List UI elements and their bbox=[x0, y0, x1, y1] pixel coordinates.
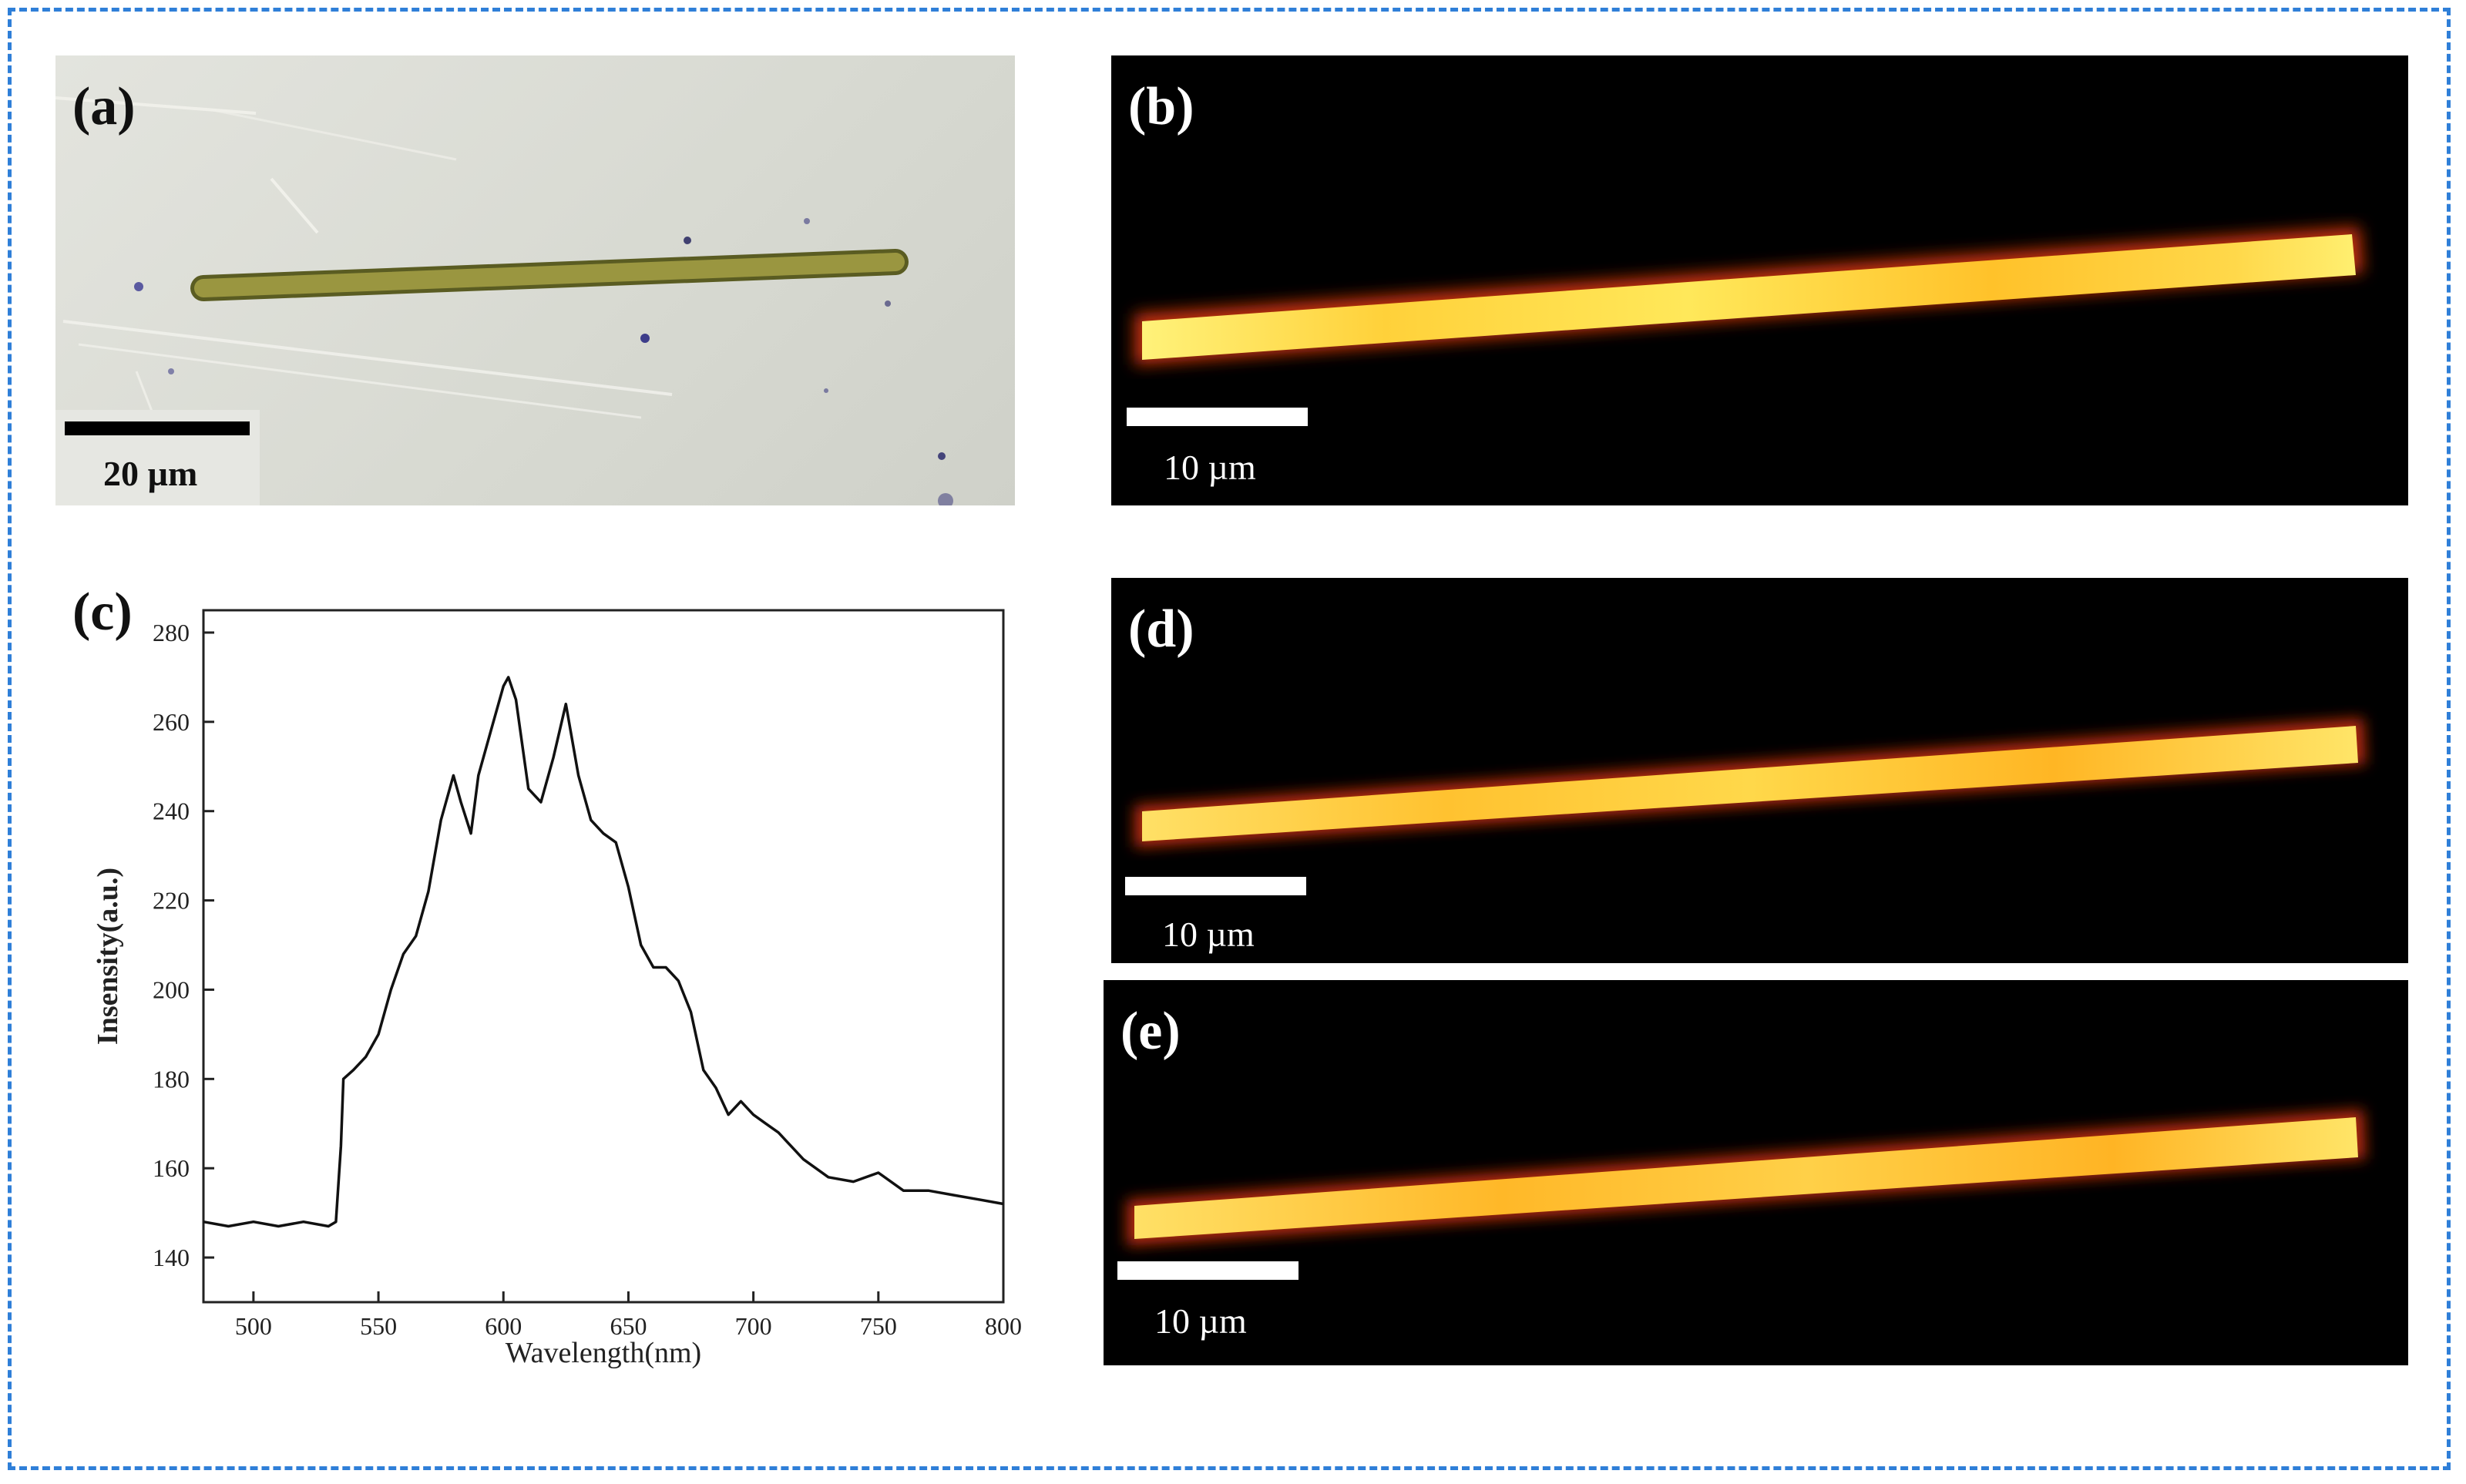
scratch-line bbox=[55, 96, 257, 115]
scratch-line bbox=[62, 320, 673, 396]
glow-core bbox=[1134, 1117, 2358, 1239]
y-tick-label: 240 bbox=[153, 797, 190, 825]
scale-label: 20 µm bbox=[103, 454, 198, 493]
panel-a-microscope-image: 20 µm (a) bbox=[55, 55, 1015, 505]
scratch-line bbox=[270, 177, 319, 234]
y-tick-label: 280 bbox=[153, 619, 190, 646]
x-tick-label: 550 bbox=[360, 1312, 397, 1340]
x-tick-label: 750 bbox=[860, 1312, 897, 1340]
speck bbox=[824, 388, 828, 393]
emission-rod bbox=[1134, 227, 2364, 365]
emission-rod bbox=[1127, 1110, 2366, 1246]
speck bbox=[640, 334, 650, 343]
speck bbox=[684, 237, 691, 244]
scratch-line bbox=[78, 343, 642, 419]
figure-frame bbox=[8, 8, 2451, 1470]
panel-label: (e) bbox=[1120, 1002, 1181, 1061]
scale-bar bbox=[1117, 1261, 1299, 1280]
panel-label: (d) bbox=[1128, 599, 1194, 659]
spectrum-line bbox=[203, 676, 1004, 1228]
speck bbox=[938, 493, 953, 505]
scale-bar bbox=[65, 421, 250, 435]
speck bbox=[168, 368, 174, 374]
microscope-scene bbox=[55, 96, 953, 505]
y-tick-label: 180 bbox=[153, 1065, 190, 1093]
microrod-body bbox=[194, 253, 905, 297]
y-tick-label: 140 bbox=[153, 1244, 190, 1271]
glow-core bbox=[1142, 234, 2356, 360]
plot-frame bbox=[202, 609, 1005, 1304]
y-tick-label: 220 bbox=[153, 887, 190, 915]
x-axis-label: Wavelength(nm) bbox=[506, 1337, 701, 1369]
panel-e-emission-image: 10 µm (e) bbox=[1104, 980, 2408, 1365]
x-tick-label: 800 bbox=[985, 1312, 1022, 1340]
x-tick-label: 650 bbox=[610, 1312, 647, 1340]
panel-c-spectrum-chart: (c) 500 550 600 650 700 750 800 140 160 180 200 220… bbox=[55, 570, 1050, 1387]
speck bbox=[134, 282, 143, 291]
scale-bar bbox=[1125, 877, 1306, 895]
glow-core bbox=[1142, 726, 2358, 841]
x-tick-label: 700 bbox=[735, 1312, 772, 1340]
scale-label: 10 µm bbox=[1162, 915, 1255, 954]
panel-label: (b) bbox=[1128, 77, 1194, 136]
x-tick-label: 500 bbox=[235, 1312, 272, 1340]
y-tick-label: 160 bbox=[153, 1154, 190, 1182]
scale-label: 10 µm bbox=[1154, 1301, 1247, 1341]
emission-rod bbox=[1134, 718, 2366, 848]
panel-b-emission-image: 10 µm (b) bbox=[1111, 55, 2408, 505]
y-tick-label: 260 bbox=[153, 708, 190, 736]
spectrum-plot: 500 550 600 650 700 750 800 140 160 180 200 220 240 2… bbox=[92, 609, 1022, 1369]
y-axis-label: Insensity(a.u.) bbox=[92, 868, 124, 1045]
scale-bar bbox=[1127, 408, 1308, 426]
speck bbox=[938, 452, 946, 460]
speck bbox=[804, 218, 810, 224]
speck bbox=[885, 300, 891, 307]
y-tick-label: 200 bbox=[153, 975, 190, 1003]
panel-label: (c) bbox=[72, 583, 133, 642]
panel-label: (a) bbox=[72, 77, 136, 136]
scratch-line bbox=[209, 108, 457, 161]
scale-label: 10 µm bbox=[1164, 448, 1256, 487]
x-tick-label: 600 bbox=[485, 1312, 522, 1340]
panel-d-emission-image: 10 µm (d) bbox=[1111, 578, 2408, 963]
